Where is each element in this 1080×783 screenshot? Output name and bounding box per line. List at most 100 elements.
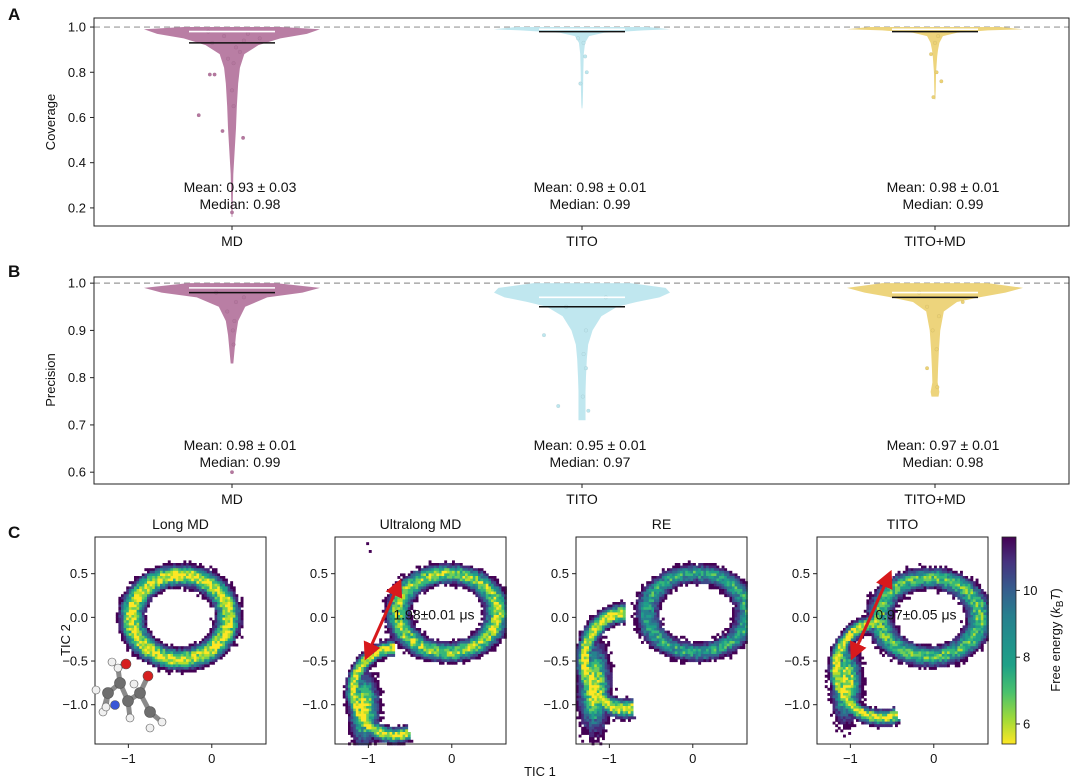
tic2-tick-label: −0.5: [543, 654, 569, 669]
coverage-point-md: [241, 135, 246, 140]
coverage-point-tito: [581, 40, 586, 45]
coverage-point-tito: [583, 54, 588, 59]
precision-point-tito: [580, 394, 585, 399]
heatmap-frame-long-md: [94, 536, 267, 745]
precision-mean-text-tito: Mean: 0.95 ± 0.01: [534, 437, 647, 453]
coverage-point-md: [237, 49, 242, 54]
panel-b: B Precision 0.6 0.7 0.8 0.9 1.0 Mean: 0.98 ± …: [8, 262, 1070, 507]
heatmap-frame-tito: [816, 536, 989, 745]
heatmap-frame-ultralong-md: [334, 536, 507, 745]
tic2-tick-label: −1.0: [784, 697, 810, 712]
coverage-point-tito-plus-md: [934, 70, 939, 75]
coverage-ytick-label: 1.0: [68, 20, 86, 35]
precision-point-md: [225, 309, 230, 314]
colorbar-tick-label: 6: [1023, 716, 1030, 731]
tic1-tick-label: 0: [930, 751, 937, 766]
tic2-tick-label: 0.5: [551, 566, 569, 581]
precision-point-tito-plus-md: [936, 314, 941, 319]
tic1-tick-label: 0: [448, 751, 455, 766]
tic2-tick-label: 0.5: [70, 566, 88, 581]
coverage-category-label-md: MD: [221, 233, 243, 249]
precision-ytick-label: 0.6: [68, 465, 86, 480]
tic2-tick-label: 0.5: [310, 566, 328, 581]
heatmap-title-ultralong-md: Ultralong MD: [380, 516, 462, 532]
tic2-tick-label: 0.5: [792, 566, 810, 581]
precision-point-tito-plus-md: [925, 304, 930, 309]
precision-ytick-label: 1.0: [68, 276, 86, 291]
heatmap-title-tito: TITO: [887, 516, 919, 532]
coverage-axis-label: Coverage: [43, 94, 58, 150]
coverage-ytick-label: 0.8: [68, 65, 86, 80]
panel-letter-b: B: [8, 262, 20, 281]
coverage-point-md: [257, 36, 262, 41]
precision-category-label-tito: TITO: [566, 491, 598, 507]
precision-violin-tito-plus-md: [847, 283, 1023, 397]
precision-violin-tito: [494, 283, 670, 421]
tic2-tick-label: −1.0: [62, 697, 88, 712]
coverage-point-md: [241, 38, 246, 43]
coverage-ytick-label: 0.4: [68, 155, 86, 170]
precision-point-md: [229, 470, 234, 475]
coverage-point-md: [231, 104, 236, 109]
heatmap-long-md: Long MD −1 0 0.5 0.0 −0.5 −1.0: [62, 516, 267, 766]
precision-point-tito-plus-md: [960, 300, 965, 305]
transition-time-ultralong-md: 1.98±0.01 μs: [393, 606, 474, 622]
heatmap-cells-ultralong-md: [342, 542, 507, 746]
heatmap-title-re: RE: [652, 516, 671, 532]
colorbar: 6 8 10 Free energy (kBT): [1001, 536, 1066, 745]
coverage-point-tito-plus-md: [936, 34, 941, 39]
precision-violin-md: [144, 283, 320, 364]
coverage-point-tito: [578, 81, 583, 86]
precision-point-tito: [583, 328, 588, 333]
tic2-tick-label: 0.0: [792, 610, 810, 625]
coverage-point-md: [196, 113, 201, 118]
coverage-point-tito: [584, 70, 589, 75]
precision-point-tito-plus-md: [930, 328, 935, 333]
heatmap-tito: TITO −1 0 0.5 0.0 −0.5 −1.0 0.97±0.05 μs: [784, 516, 989, 766]
tic2-tick-label: −0.5: [784, 654, 810, 669]
coverage-axes-frame: [93, 17, 1070, 227]
coverage-ytick-label: 0.2: [68, 200, 86, 215]
panel-a: A Coverage 0.2 0.4 0.6 0.8 1.0 Mean: 0.93 ± 0…: [8, 5, 1070, 249]
tic1-tick-label: −1: [602, 751, 617, 766]
coverage-point-tito: [576, 36, 581, 41]
panel-letter-c: C: [8, 523, 20, 542]
tic1-axis-label: TIC 1: [524, 764, 556, 779]
precision-category-label-md: MD: [221, 491, 243, 507]
tic2-tick-label: −0.5: [302, 654, 328, 669]
tic2-tick-label: −1.0: [302, 697, 328, 712]
heatmap-cells-tito: [824, 563, 989, 738]
coverage-category-label-tito: TITO: [566, 233, 598, 249]
coverage-point-md: [233, 45, 238, 50]
tic1-tick-label: 0: [208, 751, 215, 766]
precision-point-tito-plus-md: [934, 347, 939, 352]
precision-point-tito: [583, 366, 588, 371]
coverage-mean-text-tito: Mean: 0.98 ± 0.01: [534, 179, 647, 195]
colorbar-ticks: 6 8 10: [1016, 583, 1037, 731]
precision-median-text-tito: Median: 0.97: [550, 454, 631, 470]
colorbar-tick-label: 10: [1023, 583, 1037, 598]
heatmap-frame-re: [575, 536, 748, 745]
coverage-point-md: [220, 129, 225, 134]
precision-category-label-tito-plus-md: TITO+MD: [904, 491, 966, 507]
heatmap-cells-long-md: [115, 560, 244, 676]
tic2-tick-label: −1.0: [543, 697, 569, 712]
coverage-point-md: [222, 34, 227, 39]
precision-ytick-label: 0.9: [68, 323, 86, 338]
coverage-point-md: [229, 88, 234, 93]
alanine-dipeptide-molecule-image: [91, 657, 167, 733]
tic1-tick-label: −1: [361, 751, 376, 766]
coverage-point-md: [231, 61, 236, 66]
precision-ytick-label: 0.7: [68, 417, 86, 432]
precision-point-md: [231, 342, 236, 347]
coverage-point-md: [229, 210, 234, 215]
tic2-tick-label: 0.0: [310, 610, 328, 625]
tic1-tick-label: −1: [121, 751, 136, 766]
coverage-ytick-label: 0.6: [68, 110, 86, 125]
precision-mean-text-md: Mean: 0.98 ± 0.01: [184, 437, 297, 453]
coverage-point-md: [245, 31, 250, 36]
coverage-point-tito-plus-md: [939, 79, 944, 84]
tic2-tick-label: 0.0: [70, 610, 88, 625]
